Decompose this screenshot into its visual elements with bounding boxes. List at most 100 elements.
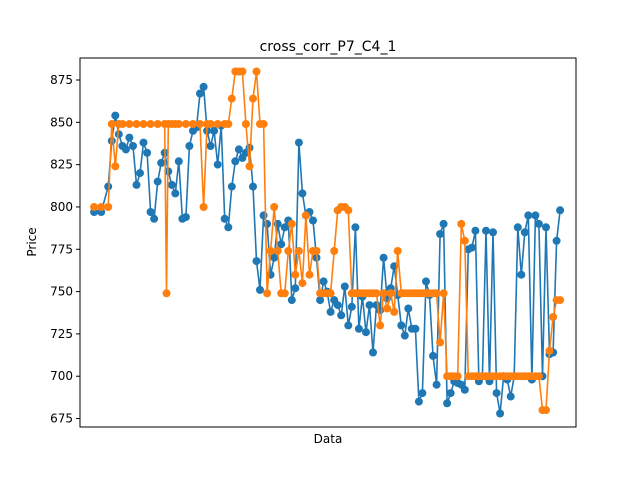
data-point: [404, 304, 413, 313]
data-point: [238, 67, 247, 76]
data-point: [457, 219, 466, 228]
data-point: [429, 351, 437, 360]
data-point: [386, 289, 395, 298]
data-point: [249, 94, 257, 103]
y-axis: 675 700 725 750 775 800 825 850 875: [50, 73, 80, 426]
data-point: [206, 142, 215, 150]
data-point: [227, 94, 236, 103]
data-point: [136, 169, 144, 178]
data-point: [460, 236, 469, 245]
data-point: [467, 243, 476, 252]
data-point: [121, 145, 130, 154]
data-point: [439, 289, 448, 298]
data-point: [150, 214, 159, 223]
data-point: [298, 189, 307, 198]
data-point: [213, 160, 222, 169]
series-1: [90, 67, 565, 415]
data-point: [376, 321, 385, 330]
data-point: [506, 392, 515, 401]
data-point: [259, 120, 268, 128]
data-point: [125, 133, 134, 142]
data-point: [556, 206, 565, 215]
y-tick-label: 750: [50, 285, 73, 299]
data-point: [143, 148, 152, 157]
data-point: [362, 328, 370, 337]
data-point: [139, 120, 148, 128]
data-point: [118, 120, 127, 128]
data-point: [125, 120, 134, 128]
data-point: [482, 226, 490, 235]
data-point: [273, 247, 282, 255]
data-point: [471, 226, 480, 235]
data-point: [270, 253, 279, 262]
data-point: [153, 177, 162, 186]
data-point: [524, 211, 533, 220]
series-layer: [90, 67, 565, 418]
data-point: [344, 321, 353, 330]
data-point: [460, 385, 469, 394]
data-point: [146, 208, 155, 216]
data-point: [199, 82, 208, 91]
data-point: [489, 228, 497, 237]
data-point: [224, 223, 233, 232]
data-point: [263, 219, 272, 228]
data-point: [185, 142, 194, 150]
data-point: [245, 162, 254, 171]
data-point: [245, 143, 254, 152]
data-point: [284, 247, 293, 255]
data-point: [224, 120, 233, 128]
data-point: [252, 67, 261, 76]
y-tick-label: 775: [50, 242, 73, 256]
data-point: [132, 180, 141, 189]
data-point: [520, 228, 529, 237]
data-point: [266, 247, 275, 255]
y-tick-label: 725: [50, 327, 73, 341]
data-point: [227, 182, 236, 191]
data-point: [400, 331, 409, 340]
data-point: [549, 313, 558, 321]
data-point: [252, 257, 261, 266]
data-point: [443, 399, 452, 408]
chart-title: cross_corr_P7_C4_1: [260, 39, 397, 55]
data-point: [181, 213, 190, 222]
data-point: [181, 120, 190, 128]
data-point: [287, 296, 296, 305]
data-point: [196, 89, 204, 98]
y-tick-label: 850: [50, 115, 73, 129]
data-point: [97, 203, 106, 211]
data-point: [365, 301, 374, 310]
data-point: [270, 203, 279, 211]
data-point: [287, 219, 296, 228]
data-point: [196, 120, 204, 128]
data-point: [531, 211, 540, 220]
data-point: [111, 111, 120, 120]
data-point: [393, 247, 402, 255]
data-point: [351, 223, 360, 232]
data-point: [104, 182, 113, 191]
data-point: [298, 279, 307, 288]
data-point: [259, 211, 268, 220]
data-point: [220, 214, 229, 223]
y-axis-label: Price: [25, 227, 39, 256]
data-point: [379, 289, 388, 298]
data-point: [305, 270, 314, 279]
data-point: [174, 120, 183, 128]
data-point: [231, 157, 240, 166]
data-point: [383, 304, 392, 313]
data-point: [326, 289, 335, 298]
data-point: [171, 189, 180, 198]
y-tick-label: 800: [50, 200, 73, 214]
data-point: [104, 203, 113, 211]
y-tick-label: 825: [50, 158, 73, 172]
data-point: [439, 219, 448, 228]
data-point: [534, 219, 543, 228]
data-point: [206, 120, 215, 128]
data-point: [542, 406, 550, 415]
data-point: [418, 389, 427, 398]
x-axis-label: Data: [314, 432, 343, 446]
data-point: [277, 240, 286, 249]
data-point: [263, 289, 272, 298]
data-point: [556, 296, 565, 305]
data-point: [301, 211, 310, 220]
